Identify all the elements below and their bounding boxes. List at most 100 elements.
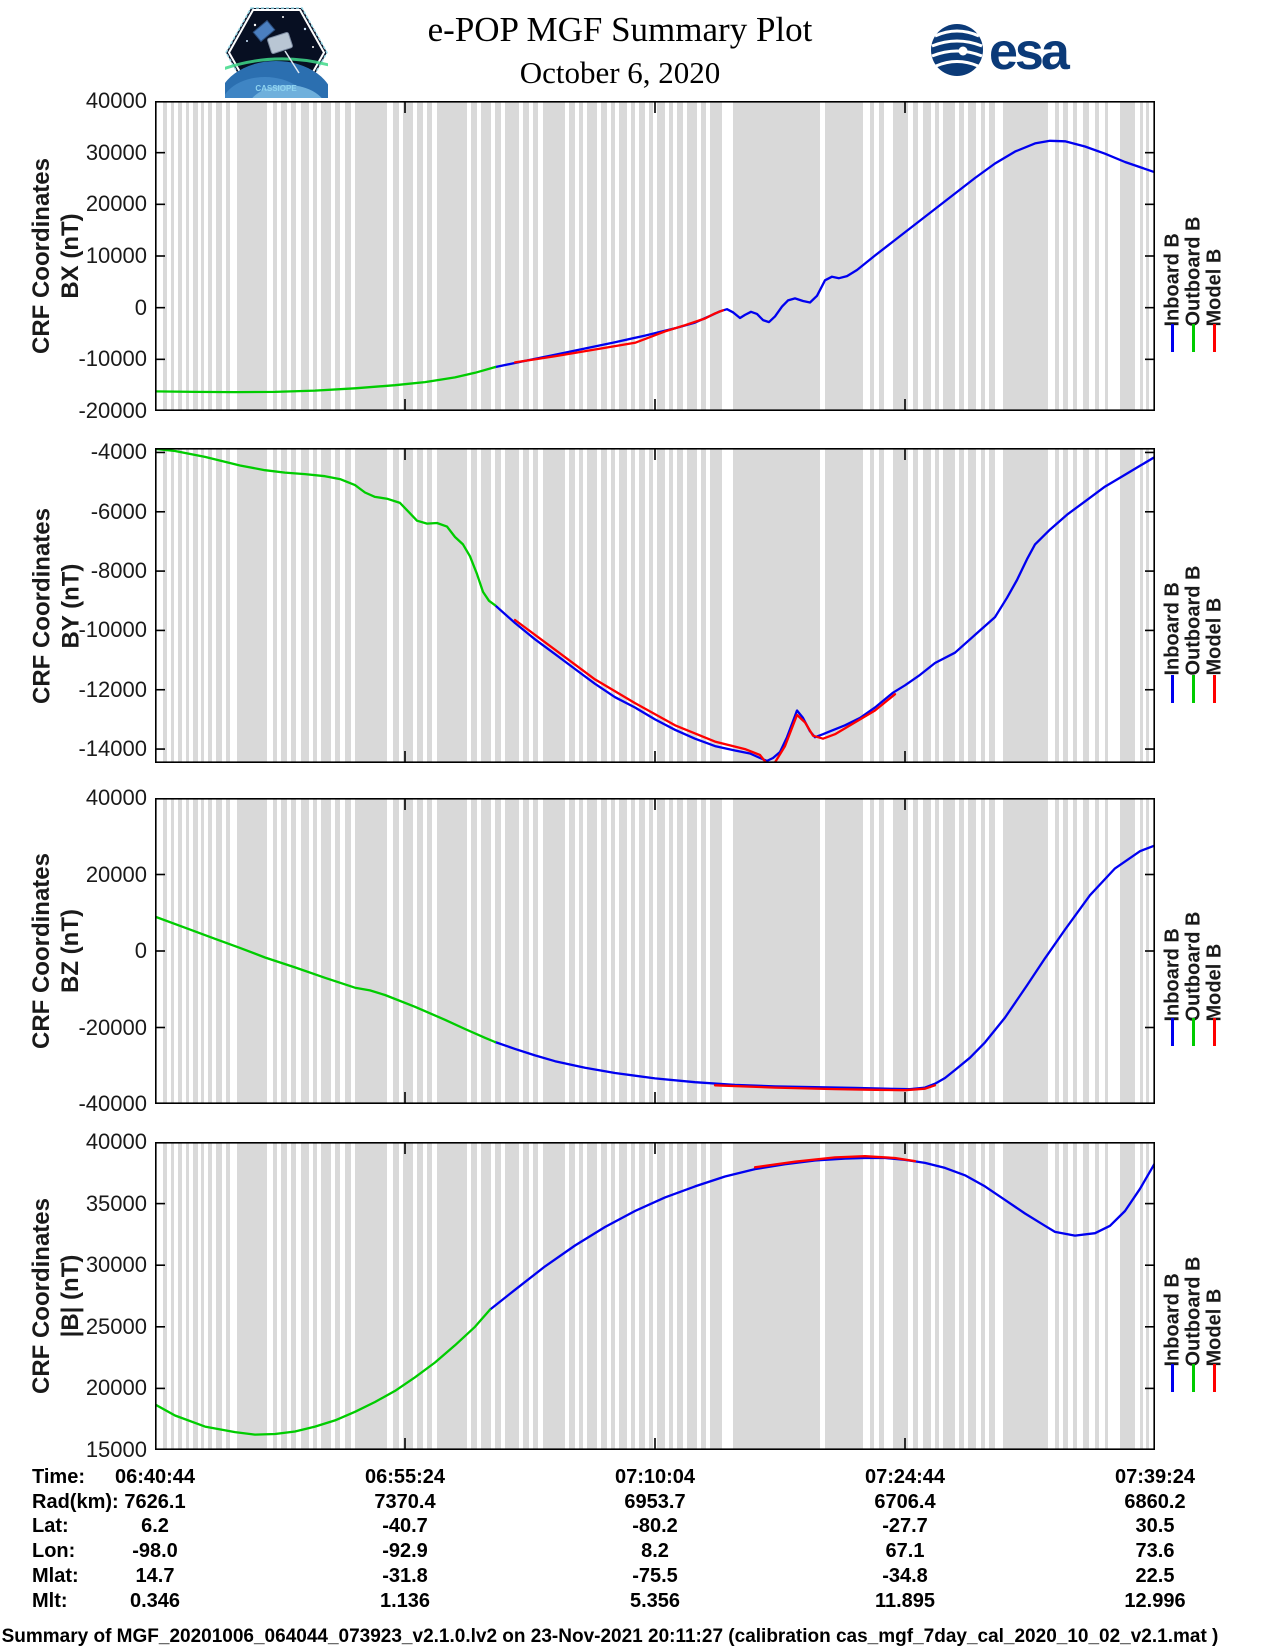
ylabel-line2: BY (nT) bbox=[57, 563, 84, 648]
axis-box bbox=[155, 1142, 1155, 1450]
legend-sample-outboard bbox=[1192, 1018, 1195, 1047]
panel-bx-plot bbox=[155, 101, 1155, 411]
y-tick-label-bz: 0 bbox=[134, 938, 147, 963]
axis-box bbox=[155, 448, 1155, 763]
table-cell: 30.5 bbox=[1135, 1515, 1175, 1538]
legend-label-model: Model B bbox=[1203, 1288, 1226, 1367]
legend-label-inboard: Inboard B bbox=[1161, 581, 1184, 676]
ylabel-line2: BZ (nT) bbox=[57, 909, 84, 993]
table-cell: 07:39:24 bbox=[1114, 1466, 1196, 1488]
table-cell: 06:55:24 bbox=[364, 1466, 446, 1488]
table-cell: 12.996 bbox=[1124, 1589, 1186, 1612]
y-tick-label-bx: -20000 bbox=[78, 398, 147, 423]
legend-label-outboard: Outboard B bbox=[1182, 1256, 1205, 1367]
table-cell: -40.7 bbox=[382, 1515, 428, 1538]
legend-label-model: Model B bbox=[1203, 597, 1226, 676]
table-cell: -34.8 bbox=[882, 1564, 928, 1587]
panel-by-plot bbox=[155, 448, 1155, 763]
footer-summary-line: Summary of MGF_20201006_064044_073923_v2… bbox=[1, 1626, 1219, 1647]
table-row-label-radkm: Rad(km): bbox=[32, 1490, 119, 1513]
legend-sample-outboard bbox=[1192, 674, 1195, 703]
table-cell: 0.346 bbox=[129, 1589, 181, 1612]
panel-bz-plot bbox=[155, 798, 1155, 1104]
table-cell: -31.8 bbox=[382, 1564, 428, 1587]
legend-sample-inboard bbox=[1171, 324, 1174, 353]
table-cell: -80.2 bbox=[632, 1515, 678, 1538]
table-cell: 1.136 bbox=[379, 1589, 431, 1612]
table-cell: 06:40:44 bbox=[114, 1466, 196, 1488]
ylabel-line1: CRF Coordinates bbox=[28, 507, 55, 704]
legend-sample-inboard bbox=[1171, 1018, 1174, 1047]
y-tick-label-by: -4000 bbox=[90, 439, 147, 465]
bmag-model-curve bbox=[753, 1155, 917, 1169]
legend-sample-outboard bbox=[1192, 324, 1195, 353]
table-cell: -75.5 bbox=[632, 1564, 678, 1587]
y-tick-label-bmag: 40000 bbox=[85, 1129, 147, 1154]
esa-logo-graphic: esa bbox=[931, 23, 1074, 81]
table-cell: 7626.1 bbox=[124, 1490, 186, 1513]
legend-label-model: Model B bbox=[1203, 943, 1226, 1022]
y-tick-label-bmag: 25000 bbox=[85, 1313, 147, 1339]
legend-label-inboard: Inboard B bbox=[1161, 1273, 1184, 1367]
table-cell: 07:10:04 bbox=[614, 1466, 696, 1488]
legend-sample-outboard bbox=[1192, 1363, 1195, 1392]
ylabel-bx: CRF Coordinates BX (nT) bbox=[27, 101, 85, 411]
by-inboard-curve bbox=[493, 455, 1155, 763]
table-cell: 22.5 bbox=[1135, 1564, 1175, 1587]
legend-sample-inboard bbox=[1171, 1363, 1174, 1392]
legend-label-model: Model B bbox=[1203, 248, 1226, 327]
by-outboard-curve bbox=[155, 448, 497, 607]
bz-outboard-curve bbox=[155, 915, 497, 1044]
bx-outboard-curve bbox=[155, 365, 497, 394]
table-cell: -92.9 bbox=[382, 1540, 428, 1563]
y-tick-label-bx: 20000 bbox=[85, 191, 147, 217]
legend-sample-model bbox=[1213, 324, 1216, 353]
telemetry-gap-bands bbox=[163, 799, 1149, 1103]
table-cell: 14.7 bbox=[135, 1564, 175, 1587]
panel-bmag-plot bbox=[155, 1142, 1155, 1450]
table-cell: 6860.2 bbox=[1124, 1490, 1186, 1513]
y-tick-label-bmag: 15000 bbox=[85, 1437, 147, 1462]
y-tick-label-by: -10000 bbox=[78, 617, 147, 643]
bz-model-curve bbox=[713, 1084, 937, 1092]
table-cell: 11.895 bbox=[874, 1589, 936, 1612]
ylabel-bz: CRF Coordinates BZ (nT) bbox=[27, 798, 85, 1104]
bmag-outboard-curve bbox=[155, 1308, 492, 1436]
legend-sample-model bbox=[1213, 674, 1216, 703]
y-tick-label-bz: 40000 bbox=[85, 785, 147, 810]
table-cell: 5.356 bbox=[629, 1589, 681, 1612]
ylabel-by: CRF Coordinates BY (nT) bbox=[27, 448, 85, 763]
legend-label-outboard: Outboard B bbox=[1182, 911, 1205, 1022]
y-tick-label-bx: 10000 bbox=[85, 243, 147, 268]
cassiope-mission-patch: CASSIOPE bbox=[218, 7, 334, 145]
figure-title: e-POP MGF Summary Plot October 6, 2020 bbox=[330, 10, 910, 91]
y-tick-label-bx: 40000 bbox=[85, 88, 147, 113]
ylabel-line1: CRF Coordinates bbox=[28, 853, 55, 1050]
page-subtitle-date: October 6, 2020 bbox=[519, 55, 721, 90]
table-cell: 8.2 bbox=[641, 1540, 669, 1563]
axis-box bbox=[155, 798, 1155, 1104]
legend-label-outboard: Outboard B bbox=[1182, 565, 1205, 676]
satellite-icon bbox=[252, 19, 300, 74]
y-tick-label-bmag: 30000 bbox=[85, 1252, 147, 1278]
ylabel-line2: BX (nT) bbox=[57, 213, 84, 299]
esa-logo: esa bbox=[925, 18, 1115, 82]
table-row-label-time: Time: bbox=[32, 1466, 85, 1488]
axis-box bbox=[155, 101, 1155, 411]
y-tick-label-bz: -20000 bbox=[78, 1014, 147, 1040]
table-row-label-lat: Lat: bbox=[32, 1515, 69, 1538]
ylabel-line1: CRF Coordinates bbox=[28, 158, 55, 355]
table-cell: 6706.4 bbox=[874, 1490, 936, 1513]
cassiope-patch-graphic: CASSIOPE bbox=[218, 7, 334, 145]
ylabel-bmag: CRF Coordinates |B| (nT) bbox=[27, 1142, 85, 1450]
legend-label-inboard: Inboard B bbox=[1161, 928, 1184, 1022]
legend-sample-model bbox=[1213, 1363, 1216, 1392]
legend-sample-inboard bbox=[1171, 674, 1174, 703]
y-tick-label-bmag: 20000 bbox=[85, 1375, 147, 1401]
telemetry-gap-bands bbox=[163, 1143, 1149, 1449]
table-cell: 6953.7 bbox=[624, 1490, 686, 1513]
table-cell: -27.7 bbox=[882, 1515, 928, 1538]
y-tick-label-by: -6000 bbox=[90, 498, 147, 524]
table-row-label-mlt: Mlt: bbox=[32, 1589, 68, 1612]
